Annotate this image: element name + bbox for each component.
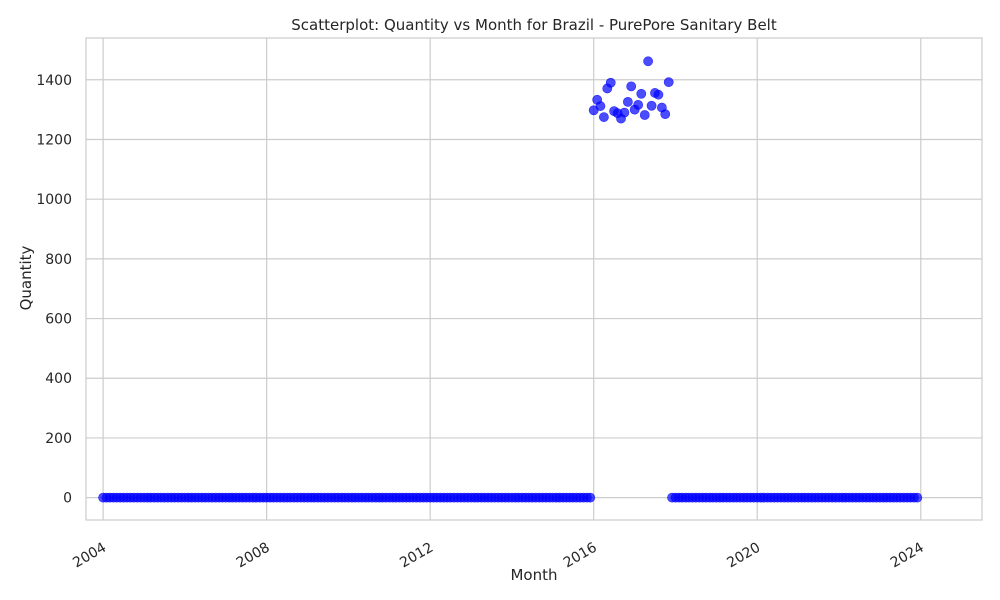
data-point — [653, 89, 664, 100]
y-tick-label: 1400 — [36, 73, 72, 89]
y-axis-ticks: 0 200 400 600 800 1000 1200 1400 — [36, 73, 72, 507]
data-point — [619, 107, 630, 118]
y-tick-label: 800 — [45, 252, 72, 268]
data-point — [636, 88, 647, 99]
data-point — [663, 77, 674, 88]
data-point — [912, 492, 923, 503]
data-point — [626, 81, 637, 92]
data-points — [98, 56, 923, 503]
data-point — [646, 100, 657, 111]
y-tick-label: 1200 — [36, 132, 72, 148]
y-axis-title: Quantity — [17, 245, 35, 310]
y-tick-label: 400 — [45, 371, 72, 387]
data-point — [667, 492, 677, 503]
data-point — [595, 101, 606, 111]
data-point — [599, 112, 609, 122]
x-axis-title: Month — [510, 566, 557, 584]
y-tick-label: 600 — [45, 312, 72, 328]
data-point — [643, 56, 654, 67]
data-point — [622, 96, 633, 107]
grid-lines — [86, 38, 982, 520]
plot-area-frame — [85, 37, 983, 521]
data-point — [605, 77, 616, 88]
data-point — [660, 109, 671, 120]
chart-title: Scatterplot: Quantity vs Month for Brazi… — [291, 16, 777, 34]
y-tick-label: 1000 — [36, 192, 72, 208]
y-tick-label: 200 — [45, 431, 72, 447]
y-tick-label: 0 — [63, 491, 72, 507]
data-point — [585, 492, 596, 503]
data-point — [633, 99, 644, 110]
data-point — [639, 110, 650, 120]
